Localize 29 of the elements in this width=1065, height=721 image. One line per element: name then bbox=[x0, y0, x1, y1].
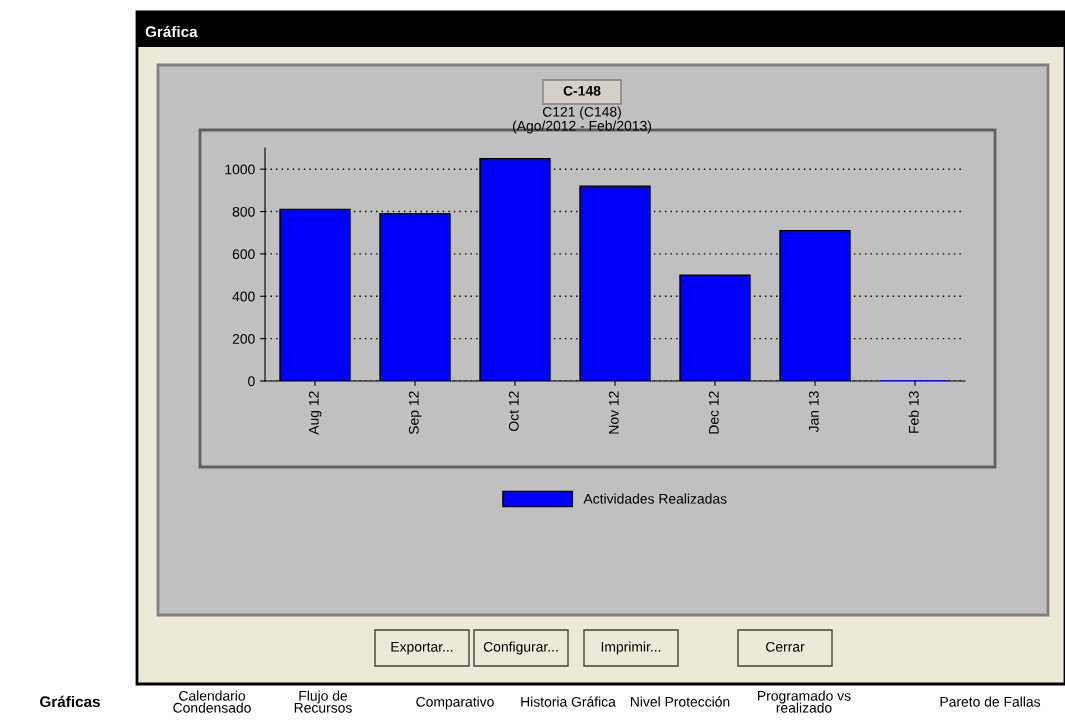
x-tick-label: Dec 12 bbox=[708, 391, 719, 434]
legend-label: Actividades Realizadas bbox=[583, 493, 727, 504]
x-tick-label: Aug 12 bbox=[308, 391, 322, 435]
chart-subtitle: C121 (C148) (Ago/2012 - Feb/2013) bbox=[512, 106, 652, 134]
text: Nivel Protección bbox=[630, 696, 730, 707]
text: Historia Gráfica bbox=[521, 696, 616, 707]
text: Calendario Condensado bbox=[173, 690, 251, 713]
y-tick-label: 400 bbox=[232, 291, 255, 302]
chart-title: C-148 bbox=[563, 85, 601, 96]
text: Cerrar bbox=[766, 641, 805, 652]
text: Flujo de Recursos bbox=[294, 690, 352, 713]
text: Pareto de Fallas bbox=[940, 696, 1041, 707]
text: Configurar... bbox=[483, 641, 558, 655]
text: Imprimir... bbox=[601, 641, 661, 655]
text: Gráfica bbox=[145, 25, 198, 38]
text: Gráficas bbox=[40, 695, 100, 708]
y-tick-label: 1000 bbox=[225, 164, 255, 175]
y-tick-label: 0 bbox=[248, 376, 255, 387]
text: Comparativo bbox=[416, 696, 494, 710]
x-tick-label: Oct 12 bbox=[508, 391, 519, 431]
x-tick-label: Feb 13 bbox=[908, 391, 919, 433]
y-tick-label: 200 bbox=[232, 333, 255, 344]
x-tick-label: Jan 13 bbox=[808, 391, 819, 433]
y-tick-label: 800 bbox=[232, 206, 255, 217]
x-tick-label: Sep 12 bbox=[408, 391, 422, 435]
x-tick-label: Nov 12 bbox=[608, 391, 619, 434]
text: Exportar... bbox=[391, 642, 453, 655]
y-tick-label: 600 bbox=[232, 249, 255, 260]
text: Programado vs realizado bbox=[758, 690, 851, 713]
